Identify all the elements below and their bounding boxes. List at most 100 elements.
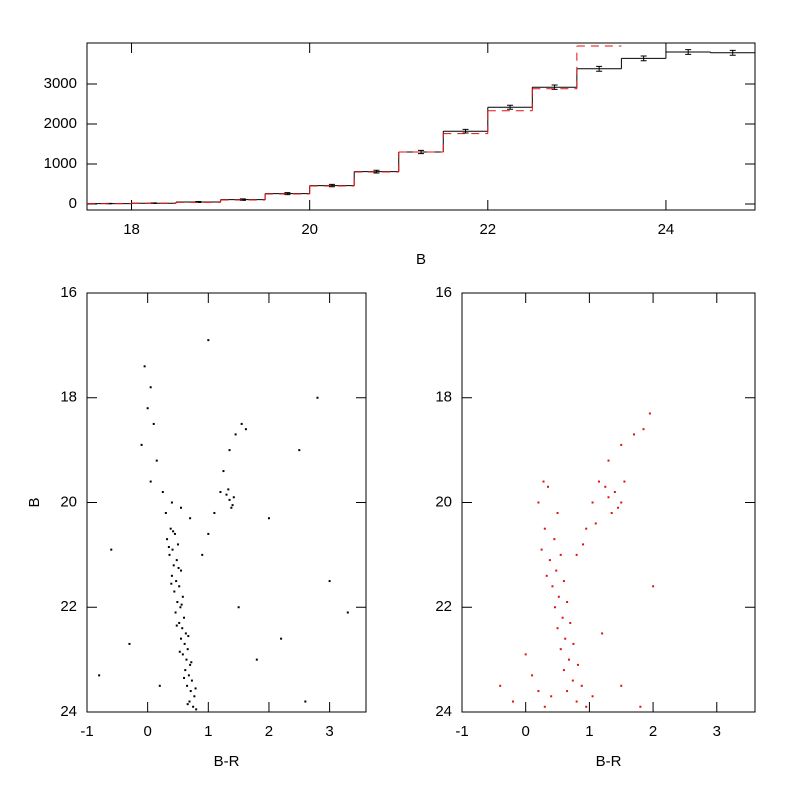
point bbox=[267, 517, 270, 520]
point bbox=[231, 504, 234, 507]
point bbox=[98, 674, 101, 677]
point bbox=[222, 470, 225, 473]
point bbox=[169, 527, 172, 530]
point bbox=[591, 501, 594, 504]
x-tick-label: 3 bbox=[713, 723, 721, 740]
point bbox=[186, 684, 189, 687]
point bbox=[543, 705, 546, 708]
plot-frame bbox=[86, 42, 756, 211]
x-tick-label: 22 bbox=[479, 221, 496, 238]
point bbox=[170, 501, 173, 504]
point bbox=[613, 491, 616, 494]
point bbox=[550, 695, 553, 698]
error-bar bbox=[328, 183, 335, 188]
point bbox=[556, 627, 559, 630]
y-tick-label: 18 bbox=[60, 389, 77, 406]
point bbox=[540, 548, 543, 551]
x-tick-label: 3 bbox=[325, 723, 333, 740]
point bbox=[194, 687, 197, 690]
x-axis-label: B-R bbox=[596, 753, 622, 770]
point bbox=[178, 650, 181, 653]
y-tick-label: 16 bbox=[60, 284, 77, 301]
point bbox=[181, 627, 184, 630]
point bbox=[225, 493, 228, 496]
x-tick-label: 0 bbox=[143, 723, 151, 740]
point bbox=[193, 695, 196, 698]
point bbox=[170, 574, 173, 577]
point bbox=[553, 606, 556, 609]
point bbox=[183, 616, 186, 619]
y-tick-label: 20 bbox=[435, 493, 452, 510]
point bbox=[189, 517, 192, 520]
x-tick-label: 18 bbox=[123, 221, 140, 238]
point bbox=[553, 538, 556, 541]
point bbox=[179, 606, 182, 609]
x-tick-label: 20 bbox=[301, 221, 318, 238]
error-bar bbox=[284, 192, 291, 196]
point bbox=[228, 498, 231, 501]
x-tick-label: -1 bbox=[80, 723, 93, 740]
error-bar bbox=[729, 49, 736, 56]
point bbox=[607, 496, 610, 499]
y-tick-label: 20 bbox=[60, 493, 77, 510]
point bbox=[180, 603, 183, 606]
point bbox=[548, 559, 551, 562]
x-tick-label: 1 bbox=[204, 723, 212, 740]
point bbox=[648, 412, 651, 415]
point bbox=[237, 606, 240, 609]
y-tick-label: 22 bbox=[60, 598, 77, 615]
point bbox=[171, 548, 174, 551]
point bbox=[207, 532, 210, 535]
point bbox=[617, 506, 620, 509]
point bbox=[566, 601, 569, 604]
point bbox=[240, 422, 243, 425]
point bbox=[572, 642, 575, 645]
point bbox=[511, 700, 514, 703]
error-bar bbox=[685, 49, 692, 55]
point bbox=[213, 511, 216, 514]
point bbox=[561, 616, 564, 619]
point bbox=[623, 480, 626, 483]
point bbox=[537, 690, 540, 693]
point bbox=[566, 690, 569, 693]
point bbox=[632, 433, 635, 436]
point bbox=[568, 658, 571, 661]
error-bar bbox=[507, 104, 514, 110]
point bbox=[575, 553, 578, 556]
point bbox=[183, 642, 186, 645]
point bbox=[559, 553, 562, 556]
point bbox=[232, 496, 235, 499]
x-axis-label: B bbox=[416, 251, 426, 268]
point bbox=[175, 624, 178, 627]
point bbox=[190, 679, 193, 682]
point bbox=[164, 511, 167, 514]
point bbox=[143, 365, 146, 368]
point bbox=[557, 595, 560, 598]
point bbox=[189, 690, 192, 693]
point bbox=[181, 595, 184, 598]
point bbox=[176, 543, 179, 546]
point bbox=[580, 684, 583, 687]
point bbox=[499, 684, 502, 687]
point bbox=[620, 684, 623, 687]
point bbox=[180, 637, 183, 640]
point bbox=[228, 449, 231, 452]
point bbox=[190, 661, 193, 664]
point bbox=[185, 658, 188, 661]
x-tick-label: 24 bbox=[658, 221, 675, 238]
point bbox=[575, 700, 578, 703]
point bbox=[172, 564, 175, 567]
y-tick-label: 22 bbox=[435, 598, 452, 615]
point bbox=[610, 511, 613, 514]
point bbox=[537, 501, 540, 504]
point bbox=[128, 642, 131, 645]
point bbox=[328, 580, 331, 583]
point bbox=[582, 543, 585, 546]
point bbox=[280, 637, 283, 640]
x-tick-label: -1 bbox=[455, 723, 468, 740]
point bbox=[168, 553, 171, 556]
point bbox=[161, 491, 164, 494]
point bbox=[571, 679, 574, 682]
point bbox=[531, 674, 534, 677]
